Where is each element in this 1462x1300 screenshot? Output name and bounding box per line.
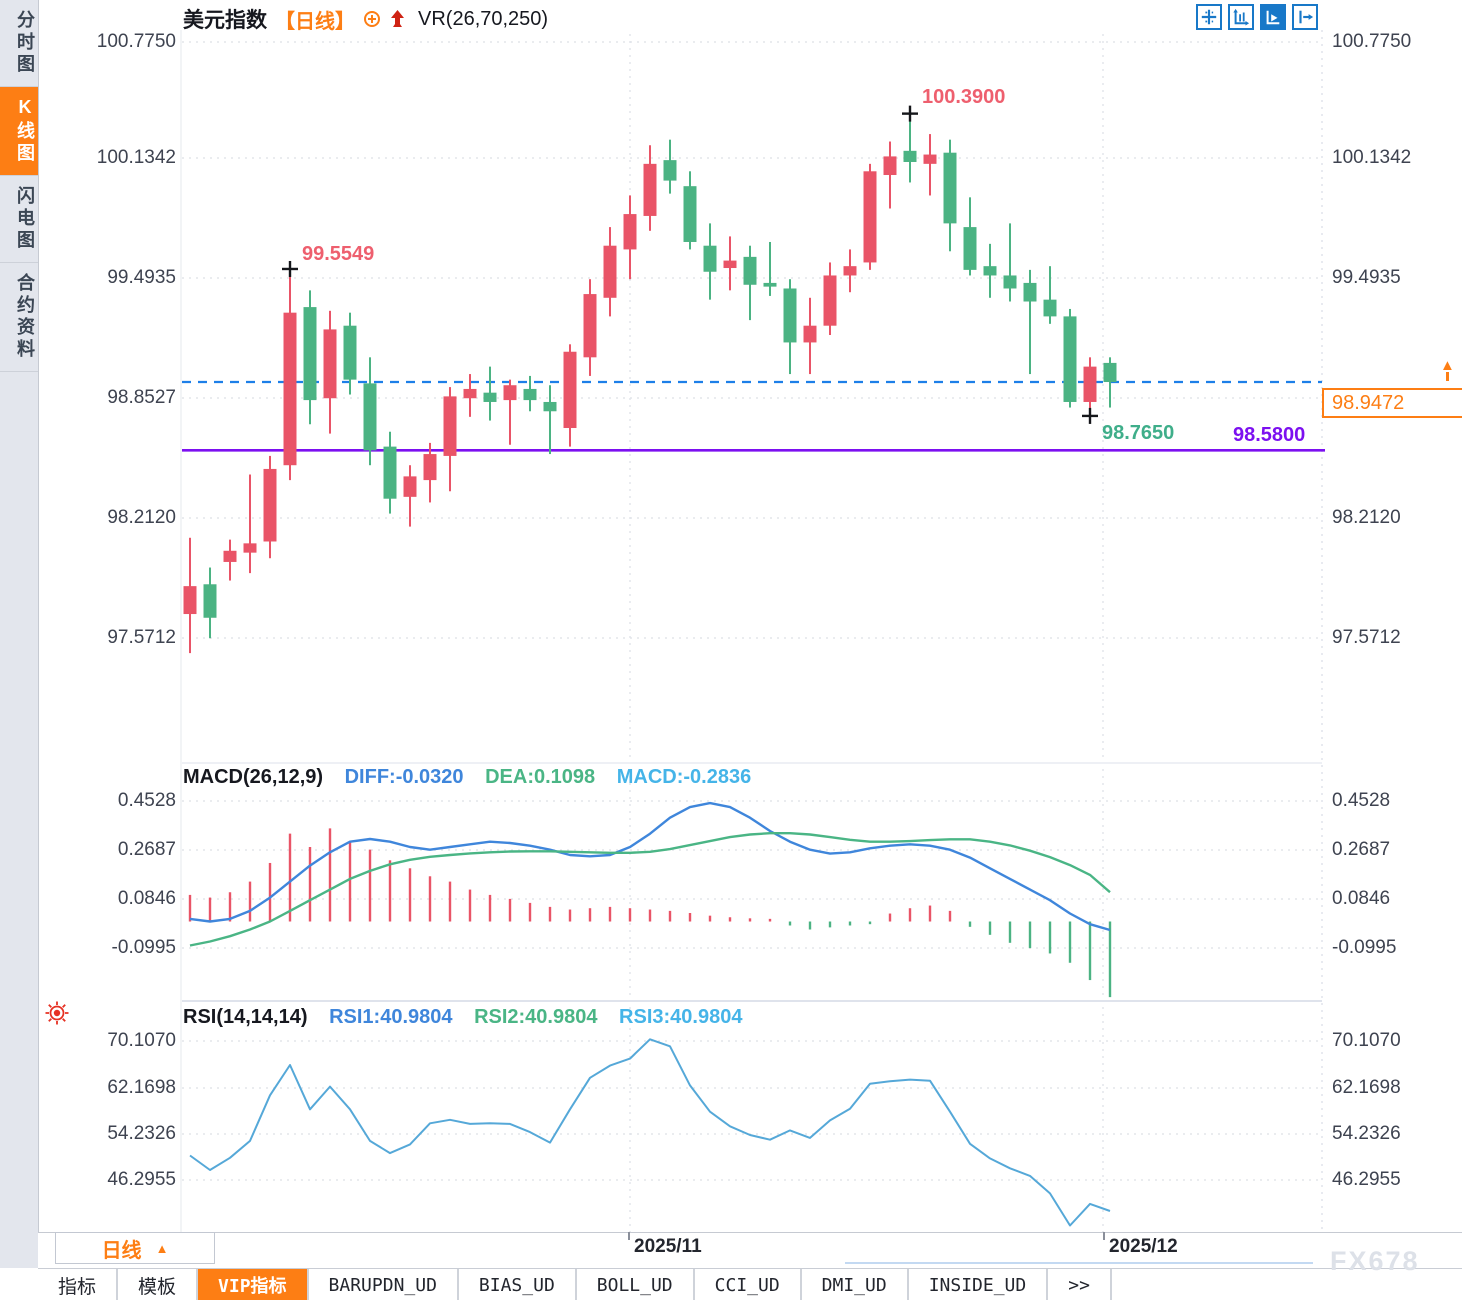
bottom-tab-9[interactable]: >> [1048, 1269, 1112, 1300]
bottom-tab-7[interactable]: DMI_UD [801, 1269, 909, 1300]
bottom-tab-8[interactable]: INSIDE_UD [908, 1269, 1049, 1300]
auto-scale-icon[interactable] [1260, 4, 1286, 30]
price-axis-label: 97.5712 [1332, 627, 1401, 648]
bottom-tab-2[interactable]: VIP指标 [198, 1269, 309, 1300]
macd-axis-label: 0.0846 [117, 888, 176, 909]
sidebar-tab-kline-chart[interactable]: K线图 [0, 87, 38, 176]
watermark: FX678 [1330, 1246, 1420, 1276]
macd-title: MACD(26,12,9) [183, 766, 324, 788]
bottom-tab-5[interactable]: BOLL_UD [576, 1269, 695, 1300]
chart-header: 美元指数 【日线】 VR(26,70,250) [183, 6, 549, 33]
xaxis-date-label: 2025/12 [1109, 1236, 1178, 1257]
price-axis-label: 100.7750 [96, 31, 176, 52]
rsi-axis-label: 62.1698 [107, 1077, 176, 1098]
price-axis-label: 100.1342 [1332, 147, 1412, 168]
support-level-label: 98.5800 [1233, 424, 1306, 446]
xaxis-date-label: 2025/11 [634, 1236, 702, 1257]
vr-indicator-label: VR(26,70,250) [418, 7, 549, 30]
macd-dea-value: DEA:0.1098 [485, 766, 596, 788]
price-axis-label: 98.2120 [107, 507, 176, 528]
sidebar-tab-lightning-chart[interactable]: 闪电图 [0, 176, 38, 263]
bottom-tab-4[interactable]: BIAS_UD [458, 1269, 577, 1300]
price-axis-label: 100.7750 [1332, 31, 1412, 52]
price-axis-label: 98.2120 [1332, 507, 1401, 528]
macd-diff-value: DIFF:-0.0320 [344, 766, 464, 788]
scrollbar-indicator[interactable] [845, 1262, 1313, 1264]
symbol-title: 美元指数 [183, 9, 267, 32]
price-axis-label: 98.8527 [107, 387, 176, 408]
sidebar: 分时图 K线图 闪电图 合约资料 [0, 0, 39, 1268]
bottom-tab-3[interactable]: BARUPDN_UD [308, 1269, 459, 1300]
period-tag: 【日线】 [275, 10, 355, 33]
move-crosshair-icon[interactable] [1196, 4, 1222, 30]
add-indicator-icon[interactable] [363, 10, 381, 28]
chart-plot-area[interactable] [0, 0, 1462, 1232]
period-selector-label: 日线 [101, 1239, 142, 1262]
up-arrow-icon [389, 9, 406, 29]
sun-indicator-icon[interactable] [44, 1000, 70, 1031]
scroll-right-icon[interactable] [1292, 4, 1318, 30]
price-axis-label: 97.5712 [107, 627, 176, 648]
peak-high-label: 100.3900 [922, 86, 1006, 108]
price-axis-label: 99.4935 [1332, 267, 1401, 288]
price-up-arrow-icon: ▲ [1440, 358, 1455, 381]
current-price-box: 98.9472 [1322, 388, 1462, 418]
macd-panel-header: MACD(26,12,9) DIFF:-0.0320 DEA:0.1098 MA… [183, 766, 751, 789]
chart-toolbar [1196, 4, 1318, 30]
bottom-tab-1[interactable]: 模板 [118, 1269, 199, 1300]
rsi-axis-label: 46.2955 [1332, 1169, 1401, 1190]
bottom-tab-6[interactable]: CCI_UD [694, 1269, 802, 1300]
rsi2-value: RSI2:40.9804 [474, 1006, 598, 1028]
rsi3-value: RSI3:40.9804 [619, 1006, 743, 1028]
rsi-axis-label: 46.2955 [107, 1169, 176, 1190]
rsi-axis-label: 62.1698 [1332, 1077, 1401, 1098]
macd-macd-value: MACD:-0.2836 [616, 766, 752, 788]
indicator-tab-bar: 指标 模板 VIP指标 BARUPDN_UD BIAS_UD BOLL_UD CCI_UD D… [38, 1268, 1462, 1300]
macd-axis-label: -0.0995 [111, 937, 176, 958]
swing-high-label: 99.5549 [302, 243, 375, 265]
macd-axis-label: 0.2687 [117, 839, 176, 860]
rsi-axis-label: 70.1070 [107, 1030, 176, 1051]
macd-axis-label: -0.0995 [1332, 937, 1397, 958]
price-axis-label: 100.1342 [96, 147, 176, 168]
rsi-panel-header: RSI(14,14,14) RSI1:40.9804 RSI2:40.9804 … [183, 1006, 742, 1029]
sidebar-tab-time-chart[interactable]: 分时图 [0, 0, 38, 87]
bottom-tab-0[interactable]: 指标 [38, 1269, 119, 1300]
rsi-axis-label: 70.1070 [1332, 1030, 1401, 1051]
price-axis-label: 99.4935 [107, 267, 176, 288]
macd-axis-label: 0.2687 [1332, 839, 1391, 860]
fit-scale-icon[interactable] [1228, 4, 1254, 30]
rsi-title: RSI(14,14,14) [183, 1006, 308, 1028]
sidebar-tab-contract-info[interactable]: 合约资料 [0, 263, 38, 372]
macd-axis-label: 0.4528 [117, 790, 176, 811]
period-selector-arrow-icon: ▲ [155, 1240, 169, 1256]
macd-axis-label: 0.4528 [1332, 790, 1391, 811]
period-selector-button[interactable]: 日线 ▲ [55, 1232, 215, 1264]
macd-axis-label: 0.0846 [1332, 888, 1391, 909]
xaxis-tick [628, 1232, 630, 1240]
rsi-axis-label: 54.2326 [1332, 1123, 1401, 1144]
rsi1-value: RSI1:40.9804 [329, 1006, 453, 1028]
rsi-axis-label: 54.2326 [107, 1123, 176, 1144]
swing-low-label: 98.7650 [1102, 422, 1175, 444]
xaxis-tick [1103, 1232, 1105, 1240]
